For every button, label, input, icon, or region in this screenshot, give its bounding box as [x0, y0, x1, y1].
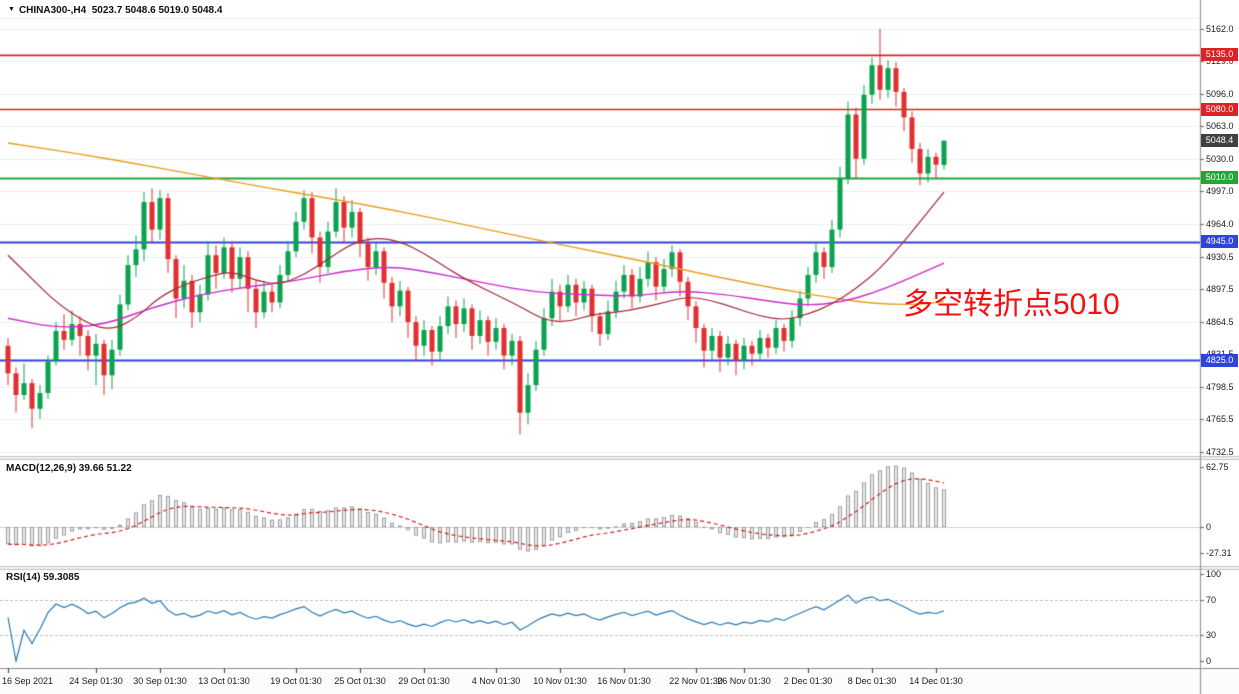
macd-tick-label: 62.75	[1206, 462, 1229, 472]
hline-price-badge: 5135.0	[1201, 48, 1238, 61]
price-tick-label: 5030.0	[1206, 154, 1234, 164]
rsi-indicator-title: RSI(14) 59.3085	[6, 572, 80, 583]
price-tick-label: 4798.5	[1206, 382, 1234, 392]
price-tick-label: 5129.0	[1206, 56, 1234, 66]
price-tick-label: 4997.0	[1206, 186, 1234, 196]
hline-price-badge: 4945.0	[1201, 235, 1238, 248]
hline-price-badge: 5080.0	[1201, 103, 1238, 116]
macd-tick-label: 0	[1206, 522, 1212, 532]
time-axis-label: 14 Dec 01:30	[909, 676, 963, 686]
price-tick-label: 4732.5	[1206, 447, 1234, 457]
time-axis-label: 10 Nov 01:30	[533, 676, 587, 686]
hline-price-badge: 5010.0	[1201, 171, 1238, 184]
rsi-tick-label: 100	[1206, 569, 1222, 579]
price-tick-label: 4964.0	[1206, 219, 1234, 229]
time-axis-label: 8 Dec 01:30	[847, 676, 897, 686]
time-axis-label: 16 Nov 01:30	[597, 676, 651, 686]
rsi-tick-label: 0	[1206, 656, 1212, 666]
macd-indicator-title: MACD(12,26,9) 39.66 51.22	[6, 463, 132, 474]
time-axis-label: 19 Oct 01:30	[270, 676, 322, 686]
hline-price-badge: 4825.0	[1201, 354, 1238, 367]
time-axis-label: 2 Dec 01:30	[783, 676, 833, 686]
current-price-badge: 5048.4	[1201, 134, 1238, 147]
ohlc-values-label: 5023.7 5048.6 5019.0 5048.4	[91, 5, 223, 16]
chart-title: ▼ CHINA300-,H4 5023.7 5048.6 5019.0 5048.…	[8, 5, 222, 16]
price-tick-label: 5096.0	[1206, 89, 1234, 99]
annotation-text[interactable]: 多空转折点5010	[903, 288, 1120, 321]
price-tick-label: 4765.5	[1206, 414, 1234, 424]
time-axis-label: 30 Sep 01:30	[133, 676, 187, 686]
price-tick-label: 4897.5	[1206, 284, 1234, 294]
chart-dropdown-icon[interactable]: ▼	[8, 6, 15, 13]
time-axis-label: 24 Sep 01:30	[69, 676, 123, 686]
time-axis-label: 4 Nov 01:30	[471, 676, 521, 686]
time-axis-label: 29 Oct 01:30	[398, 676, 450, 686]
time-axis-label: 26 Nov 01:30	[717, 676, 771, 686]
price-tick-label: 5162.0	[1206, 24, 1234, 34]
price-tick-label: 4864.5	[1206, 317, 1234, 327]
symbol-period-label: CHINA300-,H4	[18, 5, 87, 16]
rsi-tick-label: 70	[1206, 595, 1217, 605]
time-axis-label: 13 Oct 01:30	[198, 676, 250, 686]
time-axis-label: 22 Nov 01:30	[669, 676, 723, 686]
time-axis-label: 25 Oct 01:30	[334, 676, 386, 686]
price-tick-label: 5063.0	[1206, 121, 1234, 131]
macd-tick-label: -27.31	[1206, 548, 1232, 558]
price-tick-label: 4930.5	[1206, 252, 1234, 262]
time-axis-label: 16 Sep 2021	[2, 676, 54, 686]
rsi-tick-label: 30	[1206, 630, 1217, 640]
